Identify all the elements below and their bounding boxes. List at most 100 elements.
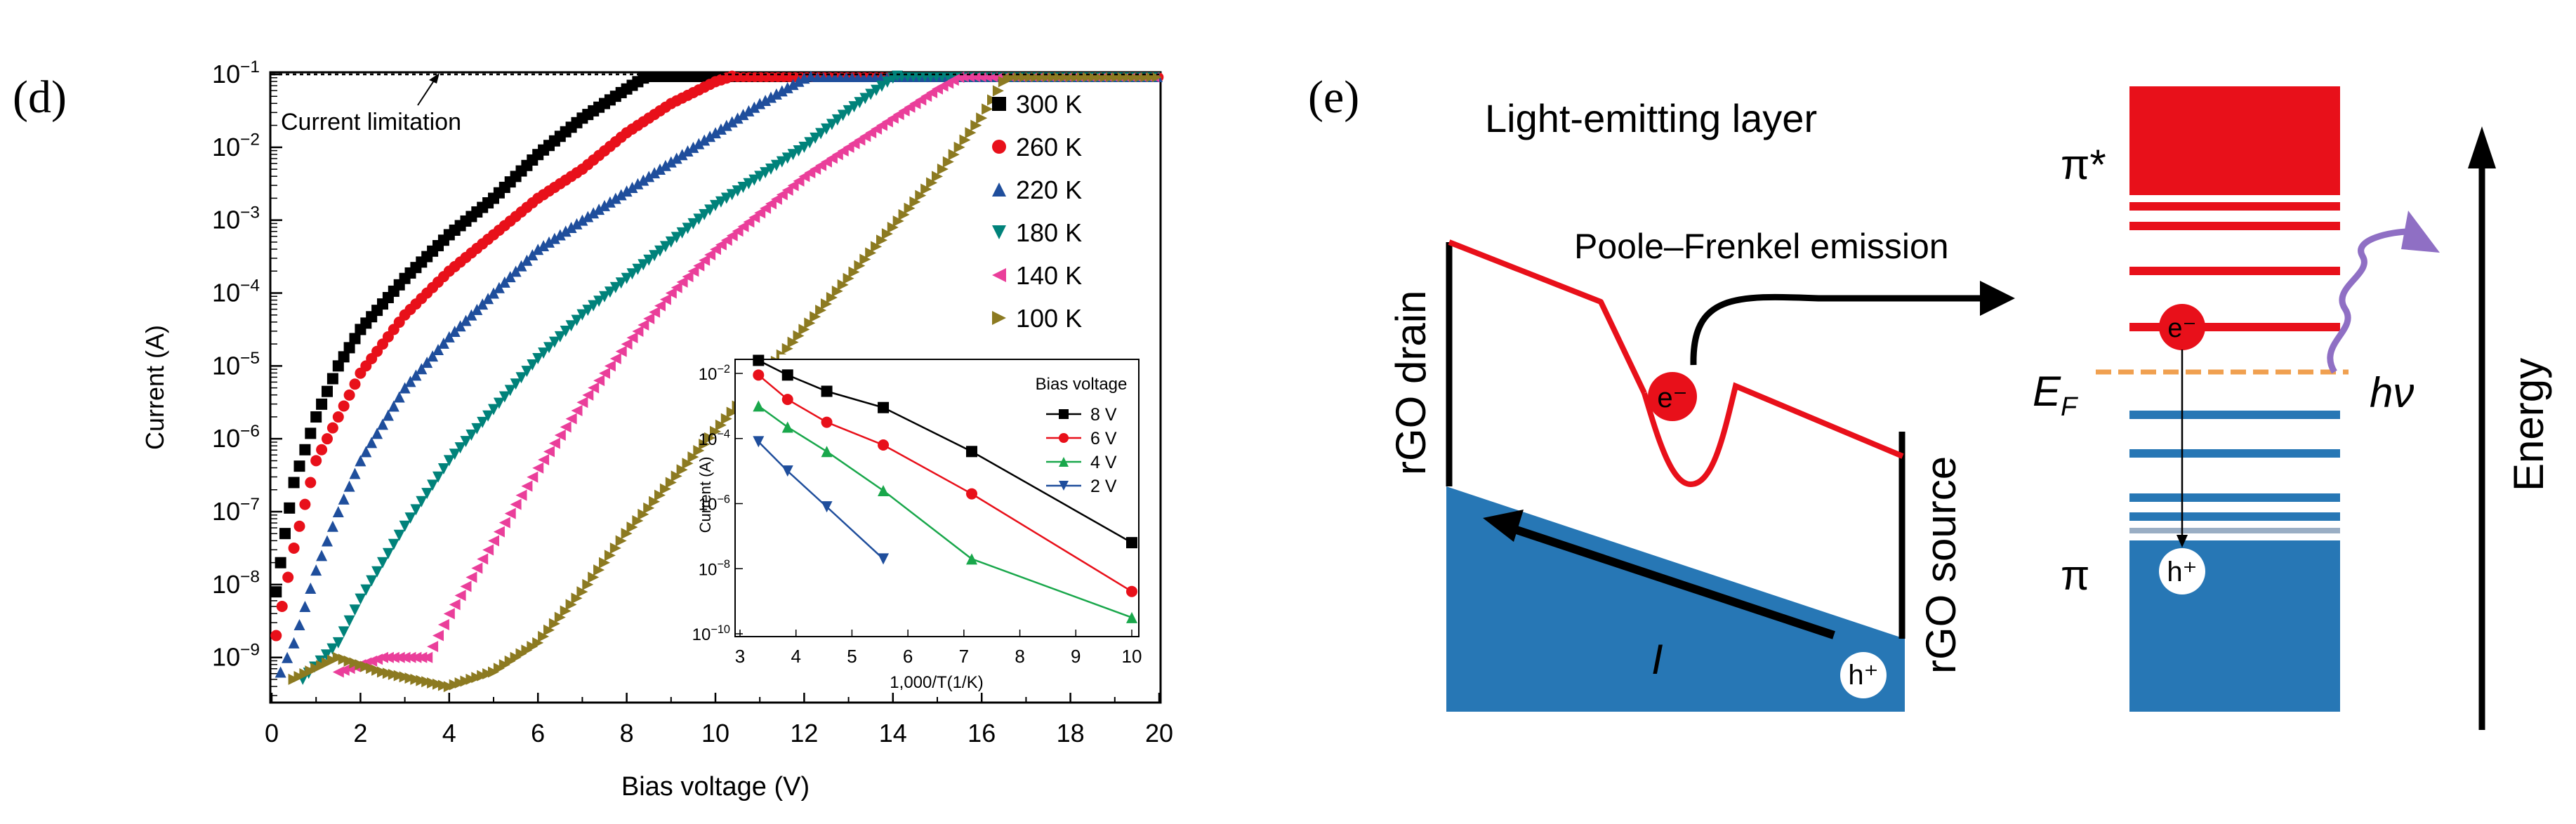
main-marker-4 bbox=[970, 72, 981, 82]
main-marker-5 bbox=[859, 253, 871, 265]
main-marker-5 bbox=[643, 502, 655, 514]
inset-legend-label-0: 8 V bbox=[1090, 405, 1117, 425]
drain-label: rGO drain bbox=[1387, 291, 1434, 475]
inset-marker-2 bbox=[878, 484, 890, 496]
main-marker-3 bbox=[543, 342, 555, 354]
main-marker-2 bbox=[538, 240, 550, 252]
pi-level-4 bbox=[2129, 512, 2340, 521]
main-marker-4 bbox=[465, 571, 477, 583]
main-marker-4 bbox=[770, 193, 782, 205]
main-marker-5 bbox=[970, 119, 982, 131]
main-marker-5 bbox=[715, 419, 727, 431]
main-marker-1 bbox=[343, 389, 355, 401]
main-marker-1 bbox=[316, 444, 328, 456]
main-marker-3 bbox=[332, 637, 344, 649]
main-marker-2 bbox=[449, 326, 461, 338]
main-marker-5 bbox=[992, 85, 1004, 97]
main-marker-5 bbox=[671, 470, 682, 482]
main-marker-3 bbox=[843, 105, 854, 117]
main-marker-4 bbox=[676, 276, 688, 288]
main-marker-3 bbox=[859, 93, 871, 105]
main-marker-4 bbox=[687, 265, 699, 277]
main-marker-5 bbox=[554, 611, 566, 623]
main-marker-0 bbox=[279, 528, 291, 540]
main-marker-4 bbox=[737, 220, 749, 232]
main-marker-4 bbox=[626, 332, 638, 344]
main-marker-5 bbox=[887, 222, 899, 234]
main-marker-4 bbox=[760, 202, 772, 214]
inset-x-tick-label: 9 bbox=[1071, 646, 1081, 667]
main-marker-2 bbox=[715, 123, 727, 135]
main-marker-2 bbox=[737, 109, 749, 121]
main-marker-3 bbox=[770, 159, 782, 171]
energy-label: Energy bbox=[2505, 358, 2552, 491]
main-marker-0 bbox=[326, 373, 338, 385]
main-marker-3 bbox=[465, 429, 477, 441]
main-marker-3 bbox=[671, 232, 682, 244]
main-marker-5 bbox=[815, 305, 827, 317]
main-marker-3 bbox=[399, 520, 411, 532]
main-marker-1 bbox=[326, 422, 338, 434]
main-marker-4 bbox=[515, 489, 527, 501]
main-x-tick-label: 2 bbox=[353, 719, 367, 747]
main-marker-2 bbox=[565, 222, 577, 234]
main-marker-2 bbox=[682, 145, 694, 157]
main-marker-3 bbox=[449, 448, 461, 460]
main-marker-5 bbox=[593, 564, 605, 576]
inset-y-tick-label: 10−4 bbox=[699, 428, 730, 449]
pi-star-label: π* bbox=[2061, 141, 2106, 188]
main-marker-3 bbox=[865, 88, 877, 100]
main-marker-5 bbox=[543, 624, 555, 636]
pi-level-2 bbox=[2129, 449, 2340, 458]
photon-wave bbox=[2327, 228, 2409, 374]
main-marker-2 bbox=[704, 131, 716, 142]
main-marker-2 bbox=[593, 204, 605, 215]
recombination-arrowhead bbox=[2177, 535, 2188, 547]
main-marker-3 bbox=[404, 512, 416, 524]
main-y-tick-label: 10−3 bbox=[212, 204, 260, 234]
main-marker-3 bbox=[360, 584, 372, 596]
main-marker-3 bbox=[638, 259, 649, 271]
main-marker-2 bbox=[410, 369, 422, 381]
main-marker-4 bbox=[493, 526, 505, 538]
main-marker-2 bbox=[588, 207, 600, 219]
main-marker-3 bbox=[720, 192, 732, 204]
main-x-tick-label: 10 bbox=[701, 719, 729, 747]
main-marker-3 bbox=[609, 281, 621, 293]
main-marker-3 bbox=[527, 359, 539, 371]
main-marker-3 bbox=[571, 314, 583, 326]
main-marker-2 bbox=[382, 409, 394, 421]
device-diagram: Light-emitting layer Poole–Frenkel emiss… bbox=[1387, 96, 2015, 712]
main-marker-2 bbox=[316, 550, 328, 561]
emission-arrow bbox=[1690, 293, 1983, 366]
main-marker-3 bbox=[382, 547, 394, 559]
main-marker-2 bbox=[432, 343, 444, 355]
main-marker-4 bbox=[427, 641, 439, 653]
main-marker-2 bbox=[471, 303, 483, 315]
main-marker-3 bbox=[737, 181, 749, 193]
main-marker-4 bbox=[421, 651, 433, 663]
main-marker-2 bbox=[493, 281, 505, 293]
main-marker-2 bbox=[765, 91, 777, 103]
main-marker-5 bbox=[904, 202, 916, 214]
main-marker-5 bbox=[982, 103, 993, 115]
main-marker-5 bbox=[937, 163, 949, 175]
main-marker-0 bbox=[343, 342, 355, 354]
main-marker-4 bbox=[732, 225, 744, 237]
main-marker-1 bbox=[299, 498, 311, 510]
main-marker-3 bbox=[693, 213, 705, 225]
main-marker-5 bbox=[548, 618, 560, 630]
legend-marker-0 bbox=[992, 97, 1006, 111]
main-marker-3 bbox=[493, 397, 505, 409]
main-marker-2 bbox=[710, 127, 721, 139]
main-marker-3 bbox=[421, 488, 433, 500]
main-marker-3 bbox=[659, 241, 671, 253]
main-marker-3 bbox=[393, 529, 405, 541]
hole-bottom-label: h⁺ bbox=[1848, 660, 1878, 691]
main-marker-3 bbox=[488, 404, 499, 416]
trapped-electron-label: e⁻ bbox=[1657, 383, 1687, 413]
main-marker-4 bbox=[671, 281, 682, 293]
main-marker-4 bbox=[560, 421, 572, 433]
main-marker-4 bbox=[659, 293, 671, 305]
